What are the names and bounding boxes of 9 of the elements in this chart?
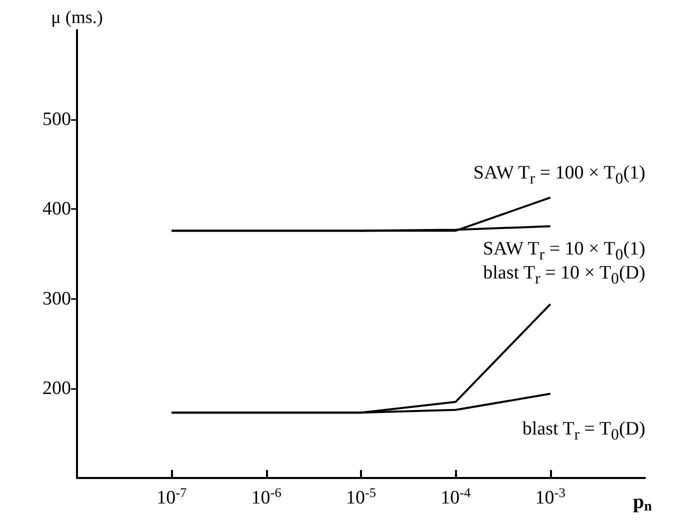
y-tick-label: 300 (42, 288, 71, 310)
series-label: blast T$_{r}$ = T$_{0}$(D) (522, 418, 646, 446)
y-axis-title: μ (ms.) (51, 7, 103, 27)
y-tick-label: 500 (42, 109, 71, 130)
series-label: SAW T$_{r}$ = 10 × T$_{0}$(1) (482, 238, 646, 264)
series-label: blast T$_{r}$ = 10 × T$_{0}$(D) (483, 262, 646, 290)
y-tick-label: 200 (42, 378, 71, 399)
y-tick-label: 400 (42, 198, 71, 220)
series-label: SAW T$_{r}$ = 100 × T$_{0}$(1) (473, 162, 646, 189)
